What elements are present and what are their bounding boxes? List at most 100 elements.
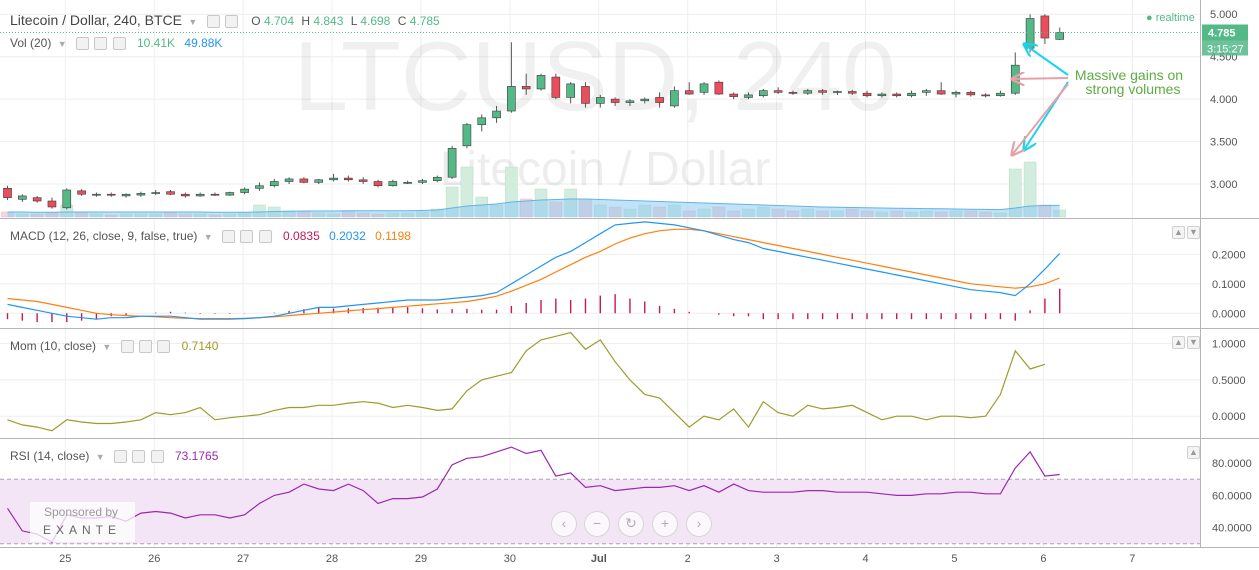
rsi-axis-tick-label: 40.0000 — [1212, 523, 1252, 535]
countdown-tag-bg — [1202, 40, 1248, 56]
candle-body — [47, 200, 57, 208]
macd-signal-line — [7, 228, 1060, 320]
candle-body — [358, 179, 368, 182]
time-axis-tick-label: 6 — [1040, 553, 1046, 565]
candle-body — [773, 90, 783, 93]
candle-body — [151, 192, 160, 194]
macd-legend: MACD (12, 26, close, 9, false, true) ▼ 0… — [10, 229, 411, 244]
price-axis-tick-label: 3.000 — [1210, 179, 1238, 191]
macd-axis-tick-label: 0.2000 — [1212, 249, 1246, 261]
candle-body — [477, 117, 487, 125]
ohlc-close-value: 4.785 — [409, 14, 440, 28]
volume-ma-value: 49.88K — [184, 36, 223, 50]
rsi-title[interactable]: RSI (14, close) — [10, 449, 90, 463]
annotation-arrow — [1012, 78, 1069, 79]
candle-body — [492, 110, 501, 119]
annotation-text: strong volumes — [1086, 81, 1181, 97]
volume-title[interactable]: Vol (20) — [10, 36, 52, 50]
chevron-down-icon[interactable]: ▼ — [102, 341, 112, 352]
main-legend: Litecoin / Dollar, 240, BTCE ▼ O 4.704 H… — [10, 12, 440, 29]
candle-body — [92, 193, 101, 196]
candle-body — [996, 92, 1005, 97]
close-icon[interactable] — [150, 450, 164, 464]
chevron-left-icon[interactable]: ‹ — [551, 511, 577, 537]
eye-icon[interactable] — [113, 450, 127, 464]
mom-axis-tick-label: 0.0000 — [1212, 411, 1246, 423]
annotation-text: Massive gains on — [1075, 67, 1183, 83]
gear-icon[interactable] — [94, 37, 108, 51]
pane-up-icon[interactable]: ▲ — [1172, 336, 1185, 349]
volume-ma-area — [7, 199, 1060, 217]
mom-axis-tick-label: 1.0000 — [1212, 339, 1246, 351]
gear-icon[interactable] — [132, 450, 146, 464]
candle-body — [32, 197, 42, 202]
eye-icon[interactable] — [120, 340, 134, 354]
candle-body — [729, 93, 738, 97]
time-axis-tick-label: Jul — [591, 553, 607, 565]
candle-body — [684, 90, 694, 95]
candle-body — [788, 92, 798, 94]
candle-body — [181, 193, 190, 197]
pane-down-icon[interactable]: ▼ — [1187, 226, 1200, 239]
rsi-legend: RSI (14, close) ▼ 73.1765 — [10, 449, 218, 464]
candle-body — [447, 148, 457, 178]
close-icon[interactable] — [157, 340, 171, 354]
gear-icon[interactable] — [224, 15, 238, 29]
candle-body — [432, 176, 442, 181]
candle-body — [240, 188, 249, 193]
gear-icon[interactable] — [240, 230, 254, 244]
volume-legend: Vol (20) ▼ 10.41K 49.88K — [10, 36, 223, 51]
chevron-right-icon[interactable]: › — [686, 511, 712, 537]
time-axis-tick-label: 28 — [326, 553, 338, 565]
close-icon[interactable] — [258, 230, 272, 244]
eye-icon[interactable] — [206, 15, 220, 29]
candle-body — [862, 92, 872, 97]
eye-icon[interactable] — [75, 37, 89, 51]
candle-body — [966, 92, 976, 96]
time-axis-tick-label: 4 — [863, 553, 869, 565]
reset-icon[interactable]: ↻ — [618, 511, 644, 537]
candle-body — [714, 81, 724, 95]
candle-body — [907, 92, 916, 97]
watermark-name: Litecoin / Dollar — [440, 143, 771, 196]
chevron-down-icon[interactable]: ▼ — [95, 451, 105, 462]
candle-body — [595, 97, 605, 104]
mom-title[interactable]: Mom (10, close) — [10, 339, 97, 353]
price-axis-tick-label: 4.000 — [1210, 94, 1238, 106]
sponsor-label: Sponsored by — [44, 505, 119, 519]
candle-body — [388, 181, 398, 187]
watermark-symbol: LTCUSD, 240 — [294, 21, 897, 131]
ohlc-close-label: C — [397, 14, 407, 28]
candle-body — [3, 187, 12, 198]
gear-icon[interactable] — [138, 340, 152, 354]
pane-down-icon[interactable]: ▼ — [1187, 336, 1200, 349]
chevron-down-icon[interactable]: ▼ — [188, 16, 198, 27]
candle-body — [803, 90, 813, 94]
candle-body — [759, 90, 768, 97]
mom-value: 0.7140 — [181, 339, 219, 353]
symbol-title[interactable]: Litecoin / Dollar, 240, BTCE — [10, 12, 182, 28]
zoom-out-icon[interactable]: − — [584, 511, 610, 537]
chevron-down-icon[interactable]: ▼ — [203, 231, 213, 242]
time-axis-tick-label: 7 — [1129, 553, 1135, 565]
candle-body — [507, 86, 516, 112]
pane-up-icon[interactable]: ▲ — [1187, 446, 1200, 459]
candle-body — [581, 86, 590, 104]
candle-body — [62, 189, 72, 209]
chevron-down-icon[interactable]: ▼ — [57, 38, 67, 49]
close-icon[interactable] — [112, 37, 126, 51]
ohlc-high-label: H — [301, 14, 311, 28]
candle-body — [269, 181, 279, 187]
eye-icon[interactable] — [222, 230, 236, 244]
ohlc-high-value: 4.843 — [313, 14, 344, 28]
candle-body — [255, 185, 264, 189]
candle-body — [121, 193, 131, 197]
ohlc-open-value: 4.704 — [263, 14, 294, 28]
candle-body — [670, 90, 679, 107]
current-price-tag: 4.785 — [1208, 27, 1236, 39]
macd-title[interactable]: MACD (12, 26, close, 9, false, true) — [10, 229, 198, 243]
sponsor-box[interactable]: Sponsored by EXANTE — [30, 502, 135, 542]
pane-up-icon[interactable]: ▲ — [1172, 226, 1185, 239]
zoom-in-icon[interactable]: + — [652, 511, 678, 537]
